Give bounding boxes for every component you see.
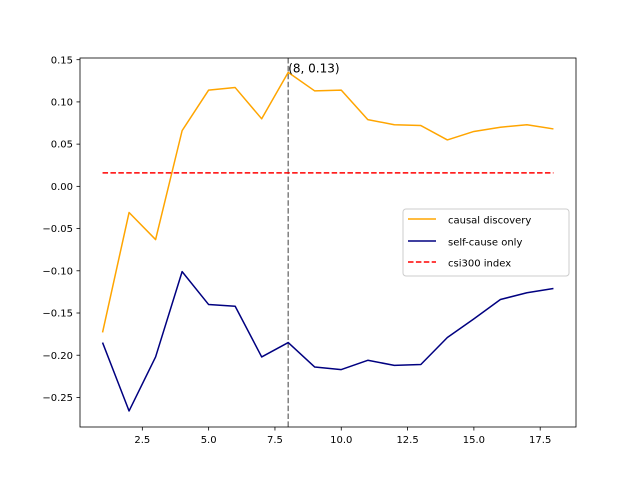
y-tick-label: 0.15 [51,55,73,66]
y-tick-label: 0.05 [51,140,73,151]
x-tick-label: 15.0 [463,435,485,446]
legend: causal discovery self-cause only csi300 … [402,208,570,277]
y-tick-label: −0.15 [42,309,73,320]
axes-frame [79,57,577,428]
legend-box [402,208,570,277]
series-line-self-cause-only [101,270,554,412]
series-line-causal-discovery [101,71,554,333]
x-axis: 2.5 5.0 7.5 10.0 12.5 15.0 17.5 [134,427,551,446]
point-annotation: (8, 0.13) [288,62,339,76]
y-tick-label: −0.10 [42,266,73,277]
legend-label-csi300-index: csi300 index [448,259,511,270]
x-tick-label: 12.5 [396,435,418,446]
annotation-layer: (8, 0.13) [288,62,339,76]
x-tick-label: 10.0 [330,435,352,446]
legend-label-self-cause-only: self-cause only [448,238,522,249]
y-tick-label: 0.00 [51,182,73,193]
x-tick-label: 17.5 [529,435,551,446]
x-tick-label: 5.0 [201,435,217,446]
y-tick-label: −0.20 [42,351,73,362]
y-tick-label: 0.10 [51,98,73,109]
x-tick-label: 2.5 [134,435,150,446]
legend-label-causal-discovery: causal discovery [448,216,531,227]
y-axis: 0.15 0.10 0.05 0.00 −0.05 −0.10 −0.15 −0.20 −0.2… [42,55,80,404]
y-tick-label: −0.05 [42,224,73,235]
series-layer [101,71,554,412]
x-tick-label: 7.5 [267,435,283,446]
y-tick-label: −0.25 [42,393,73,404]
